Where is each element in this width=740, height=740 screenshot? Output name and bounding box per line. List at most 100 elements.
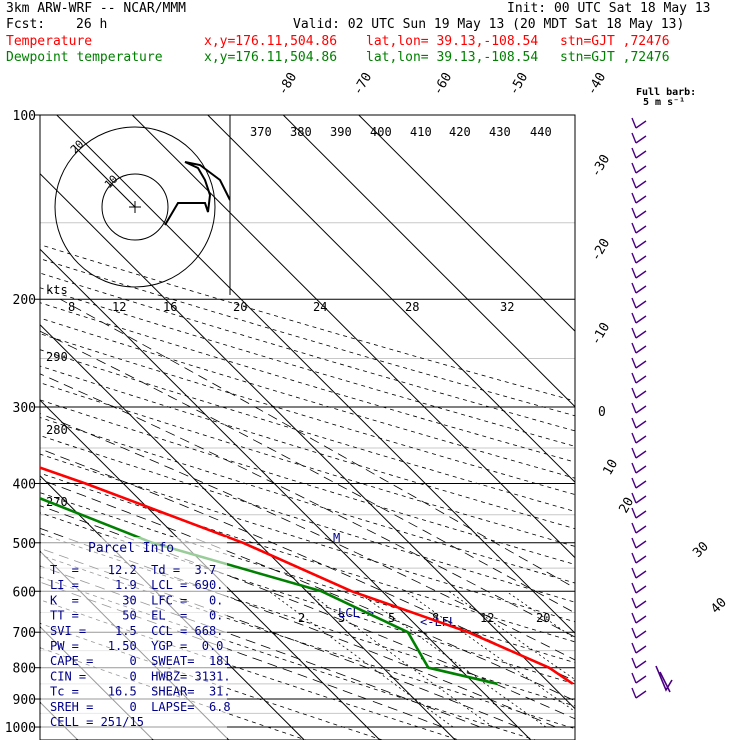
wind-barb-staff bbox=[631, 537, 637, 549]
wind-barb-flag bbox=[635, 405, 647, 414]
mixing-ratio-label: 3 bbox=[338, 611, 345, 625]
wind-barb-flag bbox=[635, 510, 647, 519]
dry-adiabat bbox=[40, 599, 460, 740]
wind-barb-staff bbox=[631, 402, 637, 414]
parcel-info-row: T = 12.2 Td = 3.7 bbox=[50, 563, 216, 577]
parcel-info-row: CAPE = 0 SWEAT= 181 bbox=[50, 654, 231, 668]
dewpoint-latlon: lat,lon= 39.13,-108.54 bbox=[366, 50, 539, 65]
wind-barb-flag bbox=[635, 390, 647, 399]
parcel-info-frame bbox=[41, 537, 227, 739]
isotherm-label: 0 bbox=[598, 405, 606, 420]
moist-adiabat bbox=[40, 330, 575, 614]
parcel-info-row: CIN = 0 HWBZ= 3131. bbox=[50, 669, 231, 683]
temperature-xy: x,y=176.11,504.86 bbox=[204, 34, 338, 49]
pressure-label: 400 bbox=[13, 477, 36, 492]
dewpoint-station: stn=GJT ,72476 bbox=[560, 50, 670, 65]
wind-barb-flag bbox=[635, 675, 647, 684]
pressure-label: 100 bbox=[13, 109, 36, 124]
wind-barb-flag bbox=[635, 150, 647, 159]
wind-barb-staff bbox=[631, 192, 637, 204]
wind-barb-flag bbox=[635, 300, 647, 309]
wind-barb-flag bbox=[635, 450, 647, 459]
wind-barb-flag bbox=[635, 570, 647, 579]
full-barb-label: Full barb: bbox=[636, 87, 696, 98]
wind-barb-flag bbox=[635, 240, 647, 249]
wind-barb-flag bbox=[635, 630, 647, 639]
theta-label: 410 bbox=[410, 125, 432, 139]
wind-barb-staff bbox=[631, 222, 637, 234]
wind-barb-staff bbox=[631, 657, 637, 669]
wind-barb-staff bbox=[631, 417, 637, 429]
wind-barb-flag bbox=[635, 255, 647, 264]
wind-barb-staff bbox=[631, 567, 637, 579]
parcel-info-row: PW = 1.50 YGP = 0.0 bbox=[50, 639, 223, 653]
wind-barb-staff bbox=[631, 132, 637, 144]
forecast-label: Fcst: bbox=[6, 17, 46, 32]
theta-label: 430 bbox=[489, 125, 511, 139]
pressure-label: 600 bbox=[13, 585, 36, 600]
hodograph-speed-label: 32 bbox=[500, 300, 514, 314]
isotherm-line bbox=[40, 173, 575, 710]
wind-barb-flag bbox=[635, 480, 647, 489]
theta-label: 440 bbox=[530, 125, 552, 139]
theta-label: 370 bbox=[250, 125, 272, 139]
wind-barb-staff bbox=[631, 282, 637, 294]
dry-adiabat bbox=[40, 622, 383, 740]
parcel-info-row: K = 30 LFC = 0. bbox=[50, 593, 223, 607]
isotherm-label: -40 bbox=[584, 70, 609, 98]
wind-barb-staff bbox=[631, 297, 637, 309]
isotherm-line bbox=[0, 115, 2, 740]
theta-label: 380 bbox=[290, 125, 312, 139]
wind-barb-staff bbox=[631, 252, 637, 264]
isotherm-line bbox=[40, 248, 532, 740]
wind-barb-staff bbox=[631, 687, 637, 699]
temperature-latlon: lat,lon= 39.13,-108.54 bbox=[366, 34, 539, 49]
init-time: Init: 00 UTC Sat 18 May 13 bbox=[507, 1, 711, 16]
wind-barb-staff bbox=[631, 642, 637, 654]
mixing-ratio-label: 20 bbox=[536, 611, 550, 625]
pressure-label: 900 bbox=[13, 693, 36, 708]
temperature-legend-label: Temperature bbox=[6, 34, 93, 49]
wind-barb-staff bbox=[631, 477, 637, 489]
mixing-ratio-label: 2 bbox=[298, 611, 305, 625]
theta-label: 400 bbox=[370, 125, 392, 139]
dewpoint-profile bbox=[40, 496, 498, 686]
wind-barb-flag bbox=[635, 585, 647, 594]
parcel-info-row: SREH = 0 LAPSE= 6.8 bbox=[50, 700, 231, 714]
isotherm-label: -50 bbox=[506, 70, 531, 98]
isotherm-line bbox=[131, 115, 575, 559]
wind-barb-staff bbox=[631, 507, 637, 519]
mixing-ratio-line bbox=[356, 590, 547, 728]
wind-barb-staff bbox=[631, 162, 637, 174]
model-title: 3km ARW-WRF -- NCAR/MMM bbox=[6, 1, 187, 16]
wind-barb-flag bbox=[635, 540, 647, 549]
isotherm-label: -80 bbox=[275, 70, 300, 98]
mixing-ratio-line bbox=[505, 590, 575, 640]
hodograph-speed-label: 28 bbox=[405, 300, 419, 314]
isotherm-label: 40 bbox=[708, 595, 730, 617]
dewpoint-xy: x,y=176.11,504.86 bbox=[204, 50, 338, 65]
isotherm-line bbox=[40, 324, 456, 740]
hodograph-speed-label: 12 bbox=[112, 300, 126, 314]
parcel-m-marker: M bbox=[333, 531, 340, 545]
dry-adiabat-label: 280 bbox=[46, 423, 68, 437]
isotherm-line bbox=[56, 115, 575, 634]
parcel-info-row: TT = 50 EL = 0. bbox=[50, 609, 223, 623]
isotherm-line bbox=[358, 115, 575, 332]
wind-barb-staff bbox=[631, 462, 637, 474]
pressure-label: 500 bbox=[13, 537, 36, 552]
mixing-ratio-label: 8 bbox=[432, 611, 439, 625]
dry-adiabat-label: 290 bbox=[46, 350, 68, 364]
dry-adiabat bbox=[40, 317, 575, 479]
dry-adiabat bbox=[40, 349, 575, 512]
wind-barb-flag bbox=[635, 180, 647, 189]
wind-barb-flag bbox=[635, 210, 647, 219]
wind-barb-flag bbox=[635, 360, 647, 369]
parcel-info-box: Parcel Info T = 12.2 Td = 3.7LI = 1.9 LC… bbox=[41, 537, 231, 739]
hodograph-ring-label: 20 bbox=[68, 138, 87, 157]
isotherm-label: -70 bbox=[350, 70, 375, 98]
wind-barb-flag bbox=[635, 495, 647, 504]
wind-barb-surface bbox=[655, 665, 673, 693]
wind-barb-flag bbox=[635, 315, 647, 324]
